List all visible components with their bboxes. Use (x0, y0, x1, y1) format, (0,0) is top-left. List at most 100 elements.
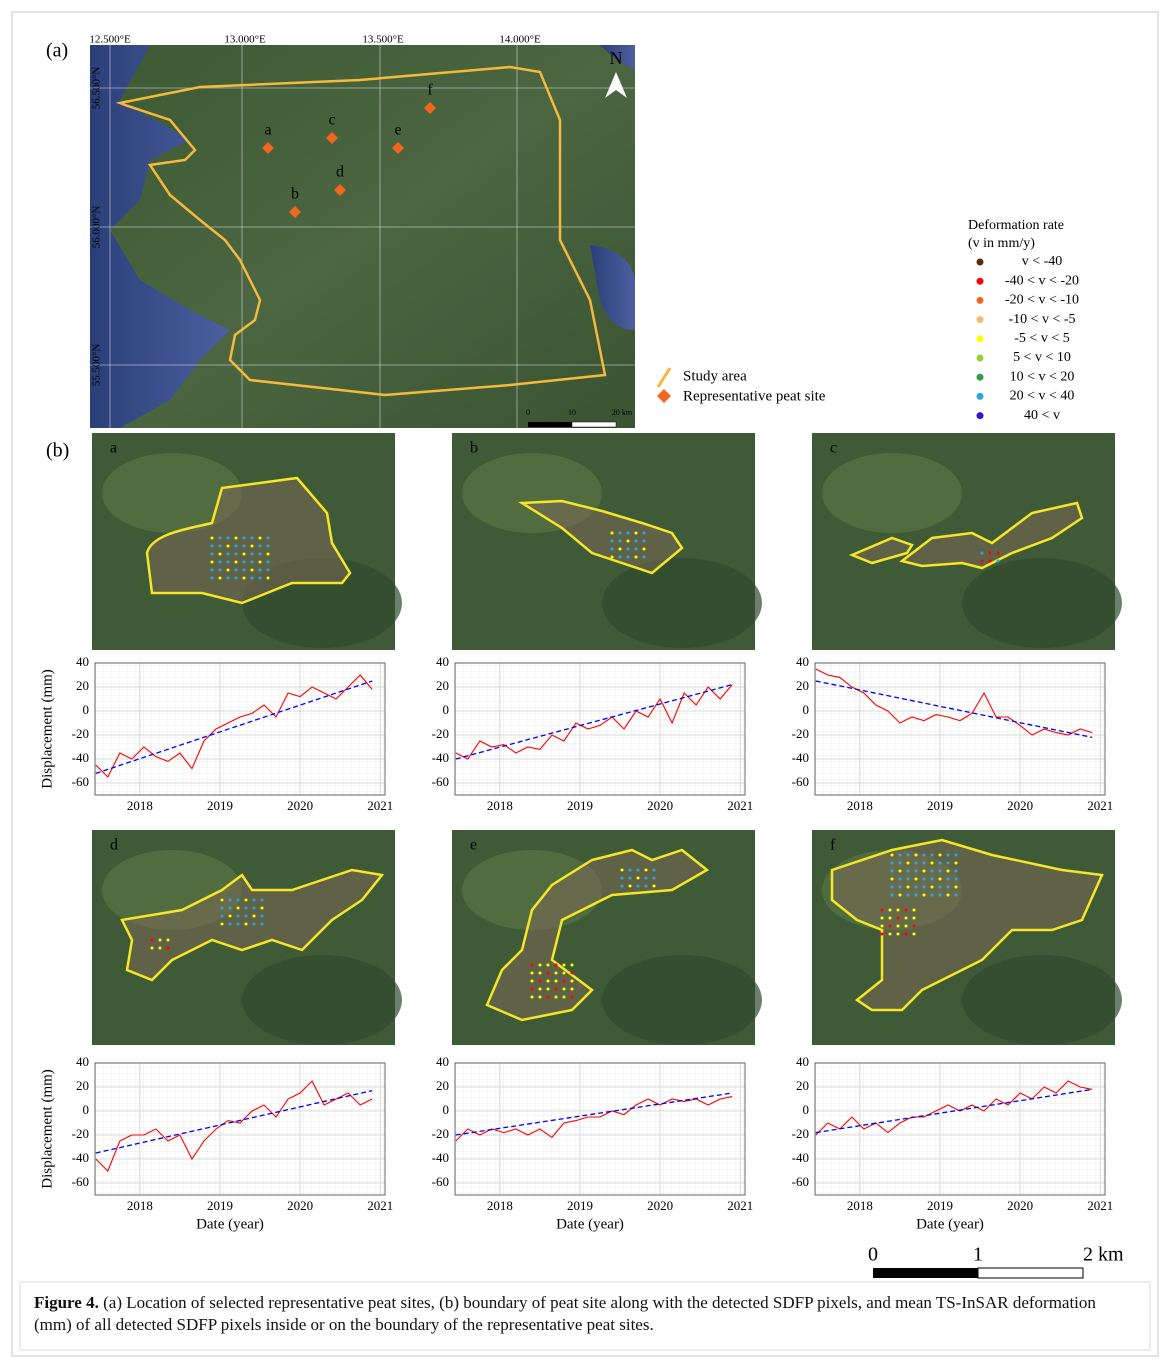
sdfp-pixel (643, 548, 646, 551)
sdfp-pixel (235, 577, 238, 580)
sdfp-pixel (955, 862, 958, 865)
sdfp-pixel (611, 548, 614, 551)
sdfp-pixel (635, 556, 638, 559)
y-tick-label: -40 (792, 750, 809, 765)
sdfp-pixel (219, 569, 222, 572)
sdfp-pixel (621, 877, 624, 880)
sdfp-pixel (889, 917, 892, 920)
sdfp-pixel (881, 925, 884, 928)
sdfp-pixel (259, 545, 262, 548)
site-label: b (291, 186, 299, 203)
sdfp-pixel (547, 996, 550, 999)
sdfp-pixel (905, 933, 908, 936)
legend-item-label: -20 < v < -10 (1005, 293, 1079, 308)
y-axis-label: Displacement (mm) (39, 669, 55, 789)
sdfp-pixel (955, 878, 958, 881)
sdfp-pixel (653, 877, 656, 880)
sdfp-pixel (267, 569, 270, 572)
map-scale-label: 20 km (612, 408, 633, 417)
site-image: e (452, 830, 762, 1045)
x-tick-label: 2020 (647, 1198, 673, 1213)
y-tick-label: 40 (436, 654, 449, 669)
lon-label: 12.500°E (89, 34, 131, 46)
sdfp-pixel (899, 894, 902, 897)
sdfp-pixel (907, 886, 910, 889)
x-tick-label: 2021 (1087, 798, 1113, 813)
sdfp-pixel (923, 894, 926, 897)
sdfp-pixel (891, 886, 894, 889)
legend-swatch (977, 355, 984, 362)
sdfp-pixel (947, 894, 950, 897)
site-image: b (452, 433, 762, 650)
y-tick-label: -60 (72, 1174, 89, 1189)
sdfp-pixel (899, 854, 902, 857)
sdfp-pixel (259, 537, 262, 540)
site-label: f (427, 82, 433, 99)
sdfp-pixel (219, 553, 222, 556)
sdfp-pixel (891, 894, 894, 897)
sdfp-pixel (539, 988, 542, 991)
image-texture (602, 558, 762, 648)
scale-label: 2 km (1083, 1244, 1124, 1266)
sdfp-pixel (923, 878, 926, 881)
site-label: e (394, 122, 401, 139)
legend-item-label: -5 < v < 5 (1014, 331, 1069, 346)
sdfp-pixel (539, 964, 542, 967)
sdfp-pixel (547, 964, 550, 967)
sdfp-pixel (211, 545, 214, 548)
legend-item-label: -10 < v < -5 (1008, 312, 1075, 327)
sdfp-pixel (261, 907, 264, 910)
sdfp-pixel (629, 885, 632, 888)
sdfp-pixel (899, 862, 902, 865)
y-axis-label: Displacement (mm) (39, 1069, 55, 1189)
sdfp-pixel (245, 899, 248, 902)
sdfp-pixel (235, 561, 238, 564)
legend-swatch (977, 412, 984, 419)
sdfp-pixel (931, 886, 934, 889)
sdfp-pixel (159, 939, 162, 942)
sdfp-pixel (627, 548, 630, 551)
chart: 40200-20-40-602018201920202021 (432, 654, 754, 813)
sdfp-pixel (915, 862, 918, 865)
sdfp-pixel (635, 540, 638, 543)
sdfp-pixel (907, 878, 910, 881)
sdfp-pixel (267, 537, 270, 540)
sdfp-pixel (563, 964, 566, 967)
y-tick-label: 0 (83, 1102, 90, 1117)
sdfp-pixel (571, 996, 574, 999)
sdfp-pixel (931, 878, 934, 881)
sdfp-pixel (253, 915, 256, 918)
lon-label: 14.000°E (499, 34, 541, 46)
sdfp-pixel (221, 907, 224, 910)
sdfp-pixel (539, 972, 542, 975)
sdfp-pixel (235, 553, 238, 556)
sdfp-pixel (219, 577, 222, 580)
sdfp-pixel (947, 870, 950, 873)
sdfp-pixel (531, 996, 534, 999)
sdfp-pixel (637, 885, 640, 888)
sdfp-pixel (619, 548, 622, 551)
sdfp-pixel (989, 552, 992, 555)
sdfp-pixel (229, 907, 232, 910)
y-tick-label: -60 (432, 774, 449, 789)
y-tick-label: -40 (432, 1150, 449, 1165)
sdfp-pixel (645, 885, 648, 888)
sdfp-pixel (643, 532, 646, 535)
sdfp-pixel (563, 980, 566, 983)
image-texture (962, 558, 1122, 648)
sdfp-pixel (563, 972, 566, 975)
panel-label: (a) (46, 40, 68, 62)
x-tick-label: 2019 (207, 798, 233, 813)
sdfp-pixel (167, 939, 170, 942)
sdfp-pixel (955, 870, 958, 873)
plot-area (815, 1063, 1105, 1195)
y-tick-label: -20 (792, 726, 809, 741)
sdfp-pixel (227, 553, 230, 556)
sdfp-pixel (219, 537, 222, 540)
sdfp-pixel (251, 569, 254, 572)
sdfp-pixel (897, 909, 900, 912)
sdfp-pixel (267, 561, 270, 564)
sdfp-pixel (563, 988, 566, 991)
sdfp-pixel (539, 980, 542, 983)
site-label: d (336, 164, 344, 181)
